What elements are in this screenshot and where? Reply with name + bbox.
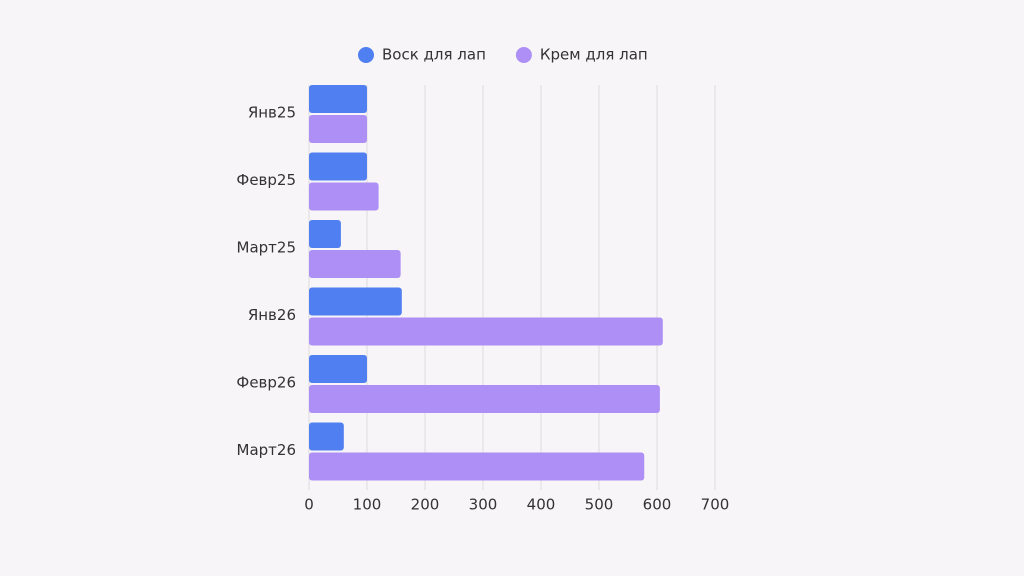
x-tick-label: 700 — [701, 496, 730, 514]
bar — [309, 85, 367, 113]
y-tick-label: Февр26 — [236, 373, 296, 391]
legend-label: Крем для лап — [540, 46, 648, 64]
y-tick-label: Март26 — [237, 441, 296, 459]
bar — [309, 220, 341, 248]
bar — [309, 355, 367, 383]
bar — [309, 385, 660, 413]
bar — [309, 152, 367, 181]
x-tick-label: 100 — [353, 496, 382, 514]
bar — [309, 452, 645, 481]
legend-marker — [358, 47, 374, 63]
x-tick-label: 600 — [643, 496, 672, 514]
y-tick-label: Март25 — [237, 238, 296, 256]
x-tick-label: 300 — [469, 496, 498, 514]
x-tick-label: 200 — [411, 496, 440, 514]
bar — [309, 115, 367, 143]
y-tick-label: Янв26 — [248, 306, 296, 324]
y-tick-label: Февр25 — [236, 171, 296, 189]
bar — [309, 250, 401, 278]
legend-label: Воск для лап — [382, 46, 486, 64]
y-tick-label: Янв25 — [248, 103, 296, 121]
x-tick-label: 500 — [585, 496, 614, 514]
x-tick-label: 400 — [527, 496, 556, 514]
bar — [309, 422, 344, 451]
bar — [309, 182, 379, 211]
bar — [309, 287, 402, 316]
legend-marker — [515, 47, 532, 63]
x-tick-label: 0 — [304, 496, 314, 514]
bar — [309, 317, 663, 346]
